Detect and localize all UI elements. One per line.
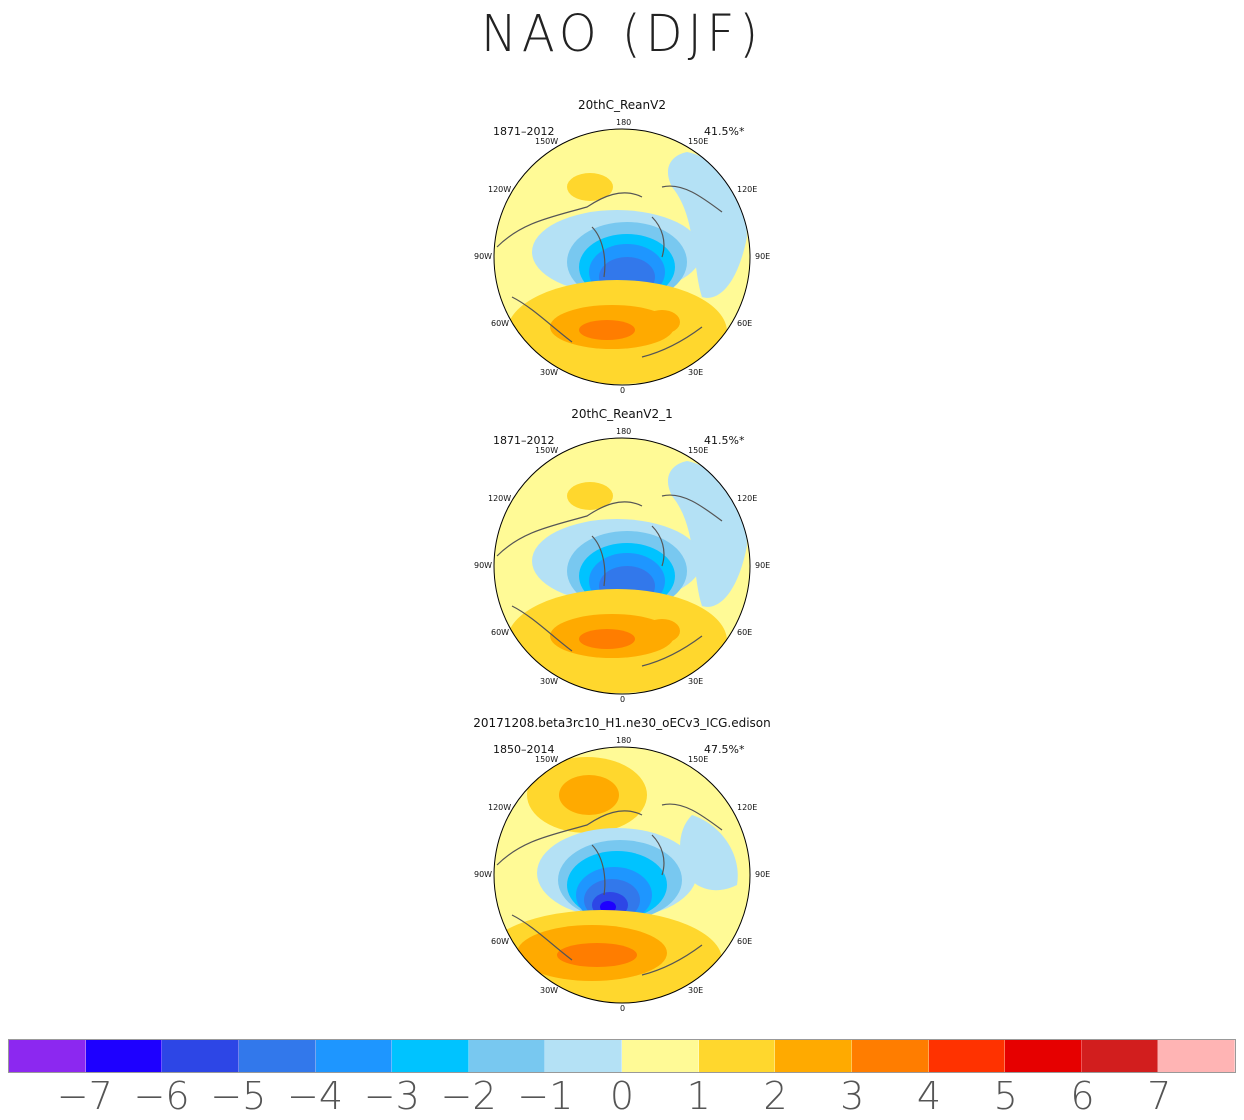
colorbar-tick-label: −7 — [56, 1074, 113, 1118]
colorbar-tick-label: 2 — [763, 1074, 788, 1118]
lon-label: 120W — [488, 185, 512, 194]
colorbar-tick-label: 0 — [609, 1074, 635, 1118]
lon-label: 150W — [535, 755, 559, 764]
colorbar-swatch — [1158, 1040, 1235, 1072]
lon-label: 150E — [688, 755, 709, 764]
lon-label: 30W — [540, 677, 559, 686]
colorbar-tick-label: −3 — [363, 1074, 420, 1118]
lon-label: 90E — [755, 561, 771, 570]
colorbar — [8, 1039, 1236, 1073]
colorbar-swatch — [238, 1040, 316, 1072]
colorbar-swatch — [468, 1040, 546, 1072]
lon-label: 60W — [491, 319, 510, 328]
colorbar-labels: −7 −6 −5 −4 −3 −2 −1 0 1 2 3 4 5 6 7 — [8, 1074, 1236, 1120]
colorbar-tick-label: −1 — [517, 1074, 574, 1118]
lon-label: 0 — [620, 695, 626, 704]
lon-label: 90W — [474, 252, 493, 261]
panel-years: 1850–2014 — [493, 743, 555, 756]
panel-percent: 47.5%* — [704, 743, 745, 756]
colorbar-tick-label: −4 — [286, 1074, 344, 1118]
lon-label: 30E — [688, 677, 704, 686]
lon-label: 60W — [491, 937, 510, 946]
colorbar-swatch — [1005, 1040, 1082, 1072]
lon-label: 0 — [620, 1004, 626, 1013]
colorbar-tick-label: 6 — [1070, 1074, 1095, 1118]
colorbar-swatch — [775, 1040, 852, 1072]
lon-label: 180 — [616, 427, 632, 436]
colorbar-swatch — [392, 1040, 469, 1072]
panel-title: 20thC_ReanV2 — [578, 98, 666, 112]
colorbar-tick-label: 3 — [840, 1074, 865, 1118]
lon-label: 60E — [737, 628, 753, 637]
colorbar-tick-label: 1 — [686, 1074, 711, 1118]
lon-label: 30E — [688, 368, 704, 377]
polar-map — [493, 746, 751, 1004]
lon-label: 150W — [535, 446, 559, 455]
panel-years: 1871–2012 — [493, 434, 555, 447]
colorbar-swatch — [315, 1040, 393, 1072]
panel-percent: 41.5%* — [704, 434, 745, 447]
lon-label: 150E — [688, 137, 709, 146]
colorbar-swatch — [1081, 1040, 1159, 1072]
polar-map — [493, 437, 751, 695]
lon-label: 90E — [755, 252, 771, 261]
lon-label: 60E — [737, 319, 753, 328]
colorbar-tick-label: −5 — [210, 1074, 267, 1118]
lon-label: 30W — [540, 986, 559, 995]
colorbar-swatch — [545, 1040, 622, 1072]
lon-label: 120W — [488, 803, 512, 812]
lon-label: 150W — [535, 137, 559, 146]
lon-label: 90W — [474, 870, 493, 879]
lon-label: 120E — [737, 494, 758, 503]
lon-label: 30W — [540, 368, 559, 377]
panel-percent: 41.5%* — [704, 125, 745, 138]
lon-label: 90W — [474, 561, 493, 570]
lon-label: 120E — [737, 185, 758, 194]
colorbar-tick-label: 7 — [1147, 1074, 1172, 1118]
colorbar-tick-label: −6 — [133, 1074, 190, 1118]
lon-label: 30E — [688, 986, 704, 995]
lon-label: 60E — [737, 937, 753, 946]
colorbar-swatch — [162, 1040, 239, 1072]
figure-title: NAO (DJF) — [480, 4, 764, 64]
polar-map — [493, 128, 751, 386]
colorbar-swatch — [698, 1040, 776, 1072]
colorbar-swatch — [9, 1040, 86, 1072]
panel-years: 1871–2012 — [493, 125, 555, 138]
colorbar-tick-label: −2 — [440, 1074, 497, 1118]
colorbar-swatch — [622, 1040, 699, 1072]
lon-label: 0 — [620, 386, 626, 395]
lon-label: 180 — [616, 736, 632, 745]
colorbar-tick-label: 4 — [916, 1074, 942, 1118]
colorbar-tick-label: 5 — [993, 1074, 1018, 1118]
colorbar-swatch — [928, 1040, 1006, 1072]
lon-label: 120W — [488, 494, 512, 503]
colorbar-swatch — [85, 1040, 163, 1072]
lon-label: 150E — [688, 446, 709, 455]
panel-title: 20171208.beta3rc10_H1.ne30_oECv3_ICG.edi… — [473, 716, 771, 730]
lon-label: 60W — [491, 628, 510, 637]
lon-label: 120E — [737, 803, 758, 812]
panel-title: 20thC_ReanV2_1 — [571, 407, 673, 421]
lon-label: 90E — [755, 870, 771, 879]
colorbar-swatch — [851, 1040, 929, 1072]
lon-label: 180 — [616, 118, 632, 127]
